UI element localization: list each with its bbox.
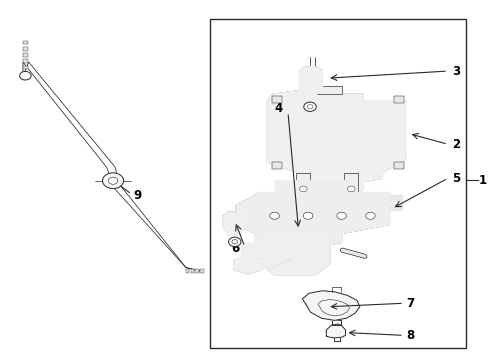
Text: 5: 5 <box>451 172 459 185</box>
Circle shape <box>303 212 312 219</box>
Circle shape <box>228 237 241 247</box>
Circle shape <box>108 177 118 184</box>
Bar <box>393 162 403 169</box>
Text: 4: 4 <box>274 102 282 115</box>
Polygon shape <box>389 195 401 202</box>
Circle shape <box>336 212 346 219</box>
Circle shape <box>346 186 354 192</box>
Polygon shape <box>223 212 249 235</box>
Bar <box>272 162 281 169</box>
Bar <box>312 86 341 94</box>
Bar <box>272 96 281 103</box>
Circle shape <box>231 240 237 244</box>
Circle shape <box>102 173 123 189</box>
Text: 2: 2 <box>451 138 459 151</box>
Bar <box>393 96 403 103</box>
Bar <box>23 59 28 63</box>
Polygon shape <box>299 66 322 101</box>
Text: 9: 9 <box>133 189 141 202</box>
Polygon shape <box>302 291 359 320</box>
Bar <box>296 173 310 196</box>
Polygon shape <box>236 193 389 246</box>
Text: 3: 3 <box>451 64 459 77</box>
Bar <box>344 173 358 196</box>
Bar <box>190 269 194 273</box>
Text: 1: 1 <box>478 174 487 186</box>
Bar <box>200 269 203 273</box>
Circle shape <box>20 71 31 80</box>
Bar <box>185 269 189 273</box>
Bar <box>23 47 28 50</box>
Circle shape <box>306 105 312 109</box>
Polygon shape <box>325 324 345 338</box>
Polygon shape <box>260 232 329 275</box>
Polygon shape <box>389 204 401 210</box>
Circle shape <box>303 102 316 111</box>
Text: 7: 7 <box>406 297 414 310</box>
Bar <box>209 19 465 348</box>
Polygon shape <box>274 180 355 193</box>
Text: 8: 8 <box>406 329 414 342</box>
Bar <box>23 66 28 69</box>
Polygon shape <box>241 243 260 257</box>
Circle shape <box>299 186 306 192</box>
Bar <box>23 41 28 44</box>
Polygon shape <box>233 256 262 274</box>
Polygon shape <box>267 89 406 196</box>
Bar <box>195 269 199 273</box>
Text: 6: 6 <box>231 242 239 255</box>
Bar <box>23 53 28 57</box>
Circle shape <box>269 212 279 219</box>
Circle shape <box>365 212 374 219</box>
